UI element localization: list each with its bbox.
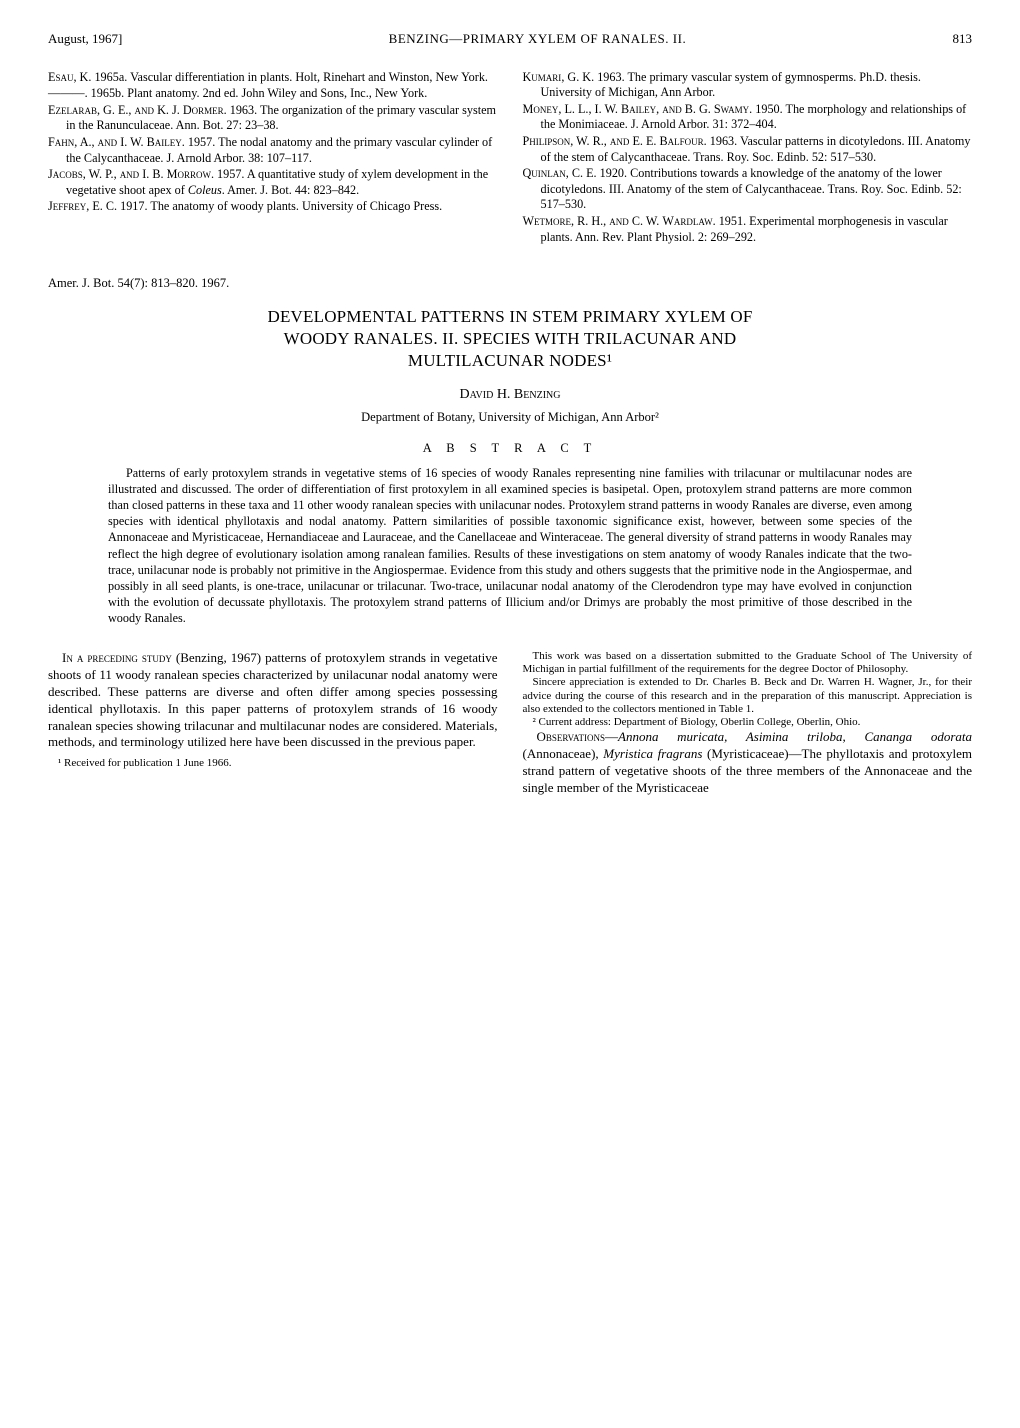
reference-item: Wetmore, R. H., and C. W. Wardlaw. 1951.… — [523, 214, 973, 245]
author-affiliation: Department of Botany, University of Mich… — [48, 409, 972, 426]
reference-item: Jacobs, W. P., and I. B. Morrow. 1957. A… — [48, 167, 498, 198]
paragraph-text: (Annonaceae), — [523, 746, 604, 761]
ref-author: Philipson — [523, 134, 571, 148]
reference-item: Jeffrey, E. C. 1917. The anatomy of wood… — [48, 199, 498, 215]
header-date: August, 1967] — [48, 30, 122, 48]
reference-item: Ezelarab, G. E., and K. J. Dormer. 1963.… — [48, 103, 498, 134]
title-line: MULTILACUNAR NODES¹ — [408, 351, 612, 370]
reference-item: Quinlan, C. E. 1920. Contributions towar… — [523, 166, 973, 213]
reference-item: Philipson, W. R., and E. E. Balfour. 196… — [523, 134, 973, 165]
body-paragraph: Observations—Annona muricata, Asimina tr… — [523, 729, 973, 797]
lead-in-text: In a preceding study — [62, 650, 172, 665]
reference-item: Kumari, G. K. 1963. The primary vascular… — [523, 70, 973, 101]
ref-author: Wetmore — [523, 214, 572, 228]
ref-author: Quinlan — [523, 166, 566, 180]
running-header: August, 1967] BENZING—PRIMARY XYLEM OF R… — [48, 30, 972, 48]
ref-author: Jeffrey — [48, 199, 86, 213]
references-section: Esau, K. 1965a. Vascular differentiation… — [48, 70, 972, 246]
species-name: Myristica fragrans — [603, 746, 702, 761]
body-text: In a preceding study (Benzing, 1967) pat… — [48, 650, 972, 797]
abstract-text: Patterns of early protoxylem strands in … — [108, 465, 912, 626]
body-paragraph: In a preceding study (Benzing, 1967) pat… — [48, 650, 498, 751]
reference-item: ———. 1965b. Plant anatomy. 2nd ed. John … — [48, 86, 498, 102]
footnote-item: ¹ Received for publication 1 June 1966. — [48, 757, 498, 770]
footnote-item: Sincere appreciation is extended to Dr. … — [523, 676, 973, 716]
header-page-number: 813 — [953, 30, 973, 48]
ref-author: Ezelarab — [48, 103, 97, 117]
ref-author: Fahn — [48, 135, 74, 149]
header-title: BENZING—PRIMARY XYLEM OF RANALES. II. — [122, 30, 952, 48]
abstract-heading: A B S T R A C T — [48, 440, 972, 457]
ref-author: Jacobs — [48, 167, 83, 181]
reference-item: Esau, K. 1965a. Vascular differentiation… — [48, 70, 498, 86]
footnote-item: ² Current address: Department of Biology… — [523, 716, 973, 729]
species-name: Annona muricata, Asimina triloba, Canang… — [618, 729, 972, 744]
reference-item: Money, L. L., I. W. Bailey, and B. G. Sw… — [523, 102, 973, 133]
ref-author: Kumari — [523, 70, 562, 84]
title-line: DEVELOPMENTAL PATTERNS IN STEM PRIMARY X… — [267, 307, 752, 326]
author-name: David H. Benzing — [48, 386, 972, 405]
reference-item: Fahn, A., and I. W. Bailey. 1957. The no… — [48, 135, 498, 166]
title-line: WOODY RANALES. II. SPECIES WITH TRILACUN… — [284, 329, 737, 348]
article-title: DEVELOPMENTAL PATTERNS IN STEM PRIMARY X… — [48, 306, 972, 372]
journal-citation: Amer. J. Bot. 54(7): 813–820. 1967. — [48, 275, 972, 292]
footnote-item: This work was based on a dissertation su… — [523, 650, 973, 676]
section-lead: Observations— — [537, 729, 619, 744]
ref-author: Money — [523, 102, 559, 116]
ref-author: Esau — [48, 70, 73, 84]
